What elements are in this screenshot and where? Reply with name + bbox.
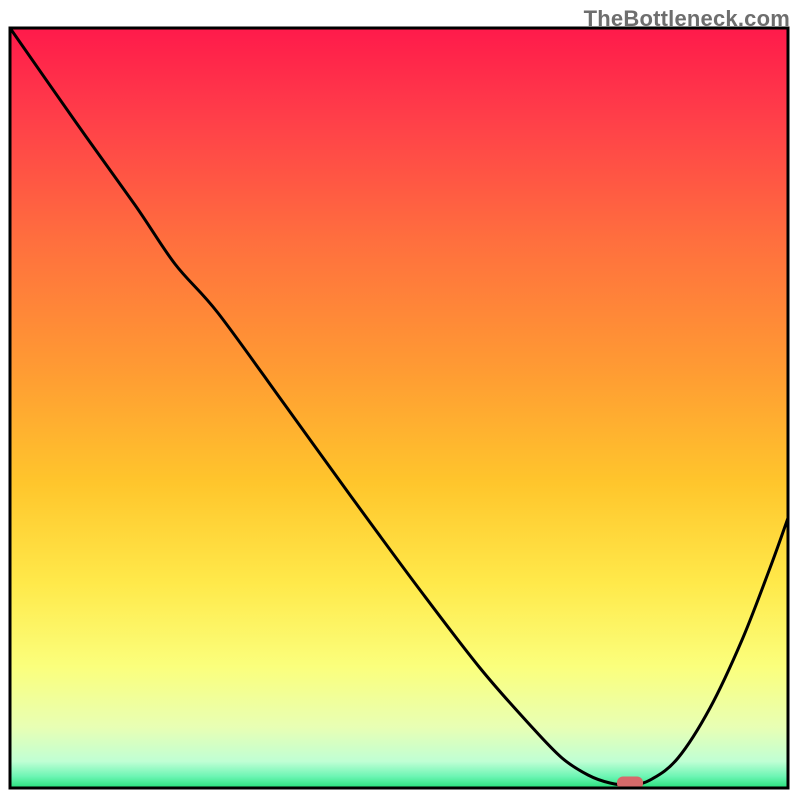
gradient-background	[10, 28, 788, 788]
bottleneck-chart	[0, 0, 800, 800]
plot-area	[10, 28, 788, 790]
chart-container: TheBottleneck.com	[0, 0, 800, 800]
watermark-text: TheBottleneck.com	[584, 6, 790, 32]
